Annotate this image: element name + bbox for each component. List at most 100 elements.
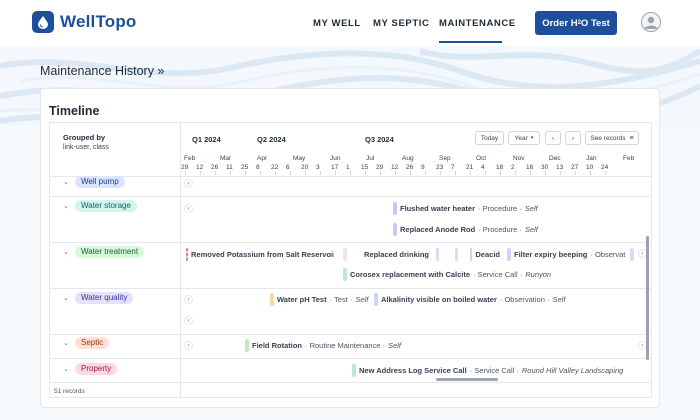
day-tick	[500, 171, 501, 175]
scroll-left-icon[interactable]: ‹	[184, 295, 193, 304]
event-title: Water pH Test	[277, 295, 327, 304]
event-item[interactable]: Filter expiry beeping · Observat	[507, 248, 627, 261]
day-label: 8	[256, 164, 260, 171]
group-pill: Septic	[75, 337, 110, 349]
group-water-treatment[interactable]: ⌄ Water treatment	[63, 246, 145, 258]
header-divider	[50, 176, 651, 177]
day-tick	[470, 171, 471, 175]
day-label: 3	[316, 164, 320, 171]
event-item[interactable]: Field Rotation · Routine Maintenance · S…	[245, 339, 401, 352]
day-label: 21	[466, 164, 474, 171]
event-title: Alkalinity visible on boiled water	[381, 295, 497, 304]
day-tick	[245, 171, 246, 175]
chevron-down-icon[interactable]: ⌄	[63, 295, 69, 302]
group-property[interactable]: ⌄ Property	[63, 363, 118, 375]
chevron-down-icon[interactable]: ⌄	[63, 249, 69, 256]
event-type: · Observation ·	[499, 295, 550, 304]
group-water-quality[interactable]: ⌄ Water quality	[63, 292, 134, 304]
event-item[interactable]: Corosex replacement with Calcite · Servi…	[343, 268, 551, 281]
day-tick	[455, 171, 456, 175]
group-column: Grouped by link-user, class 51 records	[50, 123, 181, 397]
day-tick	[335, 171, 336, 175]
vertical-scrollbar[interactable]	[646, 236, 649, 360]
chevron-down-icon[interactable]: ⌄	[63, 340, 69, 347]
event-who: Runyon	[525, 270, 552, 279]
event-item[interactable]: Flushed water heater · Procedure · Self	[393, 202, 538, 215]
range-select[interactable]: Year ▾	[508, 131, 540, 145]
group-water-storage[interactable]: ⌄ Water storage	[63, 200, 137, 212]
event-title: Removed Potassium from Salt Reservoir	[191, 250, 334, 259]
event-bar[interactable]	[436, 248, 439, 261]
group-well-pump[interactable]: ⌄ Well pump	[63, 176, 125, 188]
chevron-down-icon[interactable]: ⌄	[63, 179, 69, 186]
event-bar[interactable]	[455, 248, 458, 261]
day-label: 6	[286, 164, 290, 171]
event-bar	[186, 248, 188, 261]
nav-my-septic[interactable]: MY SEPTIC	[373, 18, 430, 29]
event-title: Field Rotation	[252, 341, 302, 350]
chevron-down-icon[interactable]: ⌄	[63, 366, 69, 373]
event-item[interactable]: Deacid	[470, 248, 500, 261]
event-item[interactable]: Water pH Test · Test · Self	[270, 293, 368, 306]
nav-maintenance[interactable]: MAINTENANCE	[439, 18, 516, 29]
event-bar[interactable]	[630, 248, 634, 261]
event-bar	[343, 268, 347, 281]
day-tick	[575, 171, 576, 175]
event-bar[interactable]	[343, 248, 347, 261]
event-item[interactable]: Removed Potassium from Salt Reservoir	[186, 248, 334, 261]
scroll-left-icon[interactable]: ‹	[184, 316, 193, 325]
month-label: Jan	[586, 155, 597, 162]
day-label: 26	[406, 164, 414, 171]
event-type: · Service Call ·	[473, 270, 523, 279]
day-label: 12	[196, 164, 204, 171]
month-label: Apr	[257, 155, 268, 162]
event-type: · Procedure ·	[478, 225, 522, 234]
brand-logo[interactable]: WellTopo	[32, 11, 137, 33]
day-tick	[365, 171, 366, 175]
user-avatar-icon[interactable]	[641, 12, 661, 32]
event-bar	[352, 364, 356, 377]
scroll-left-icon[interactable]: ‹	[184, 179, 193, 188]
next-button[interactable]: ›	[565, 131, 581, 145]
today-button[interactable]: Today	[475, 131, 504, 145]
event-title: Filter expiry beeping	[514, 250, 588, 259]
timeline-grid: Grouped by link-user, class 51 records	[49, 122, 652, 398]
group-septic[interactable]: ⌄ Septic	[63, 337, 110, 349]
quarter-label: Q2 2024	[257, 135, 286, 144]
chevron-down-icon[interactable]: ⌄	[63, 203, 69, 210]
event-who: Round Hill Valley Landscaping	[521, 366, 624, 375]
horizontal-scrollbar[interactable]	[436, 378, 498, 381]
today-label: Today	[480, 134, 499, 142]
next-label: ›	[571, 134, 575, 142]
event-bar	[393, 202, 397, 215]
day-tick	[440, 171, 441, 175]
day-label: 20	[301, 164, 309, 171]
day-tick	[545, 171, 546, 175]
prev-button[interactable]: ‹	[545, 131, 561, 145]
order-button-suffix: O Test	[580, 17, 610, 29]
month-label: Jul	[366, 155, 375, 162]
event-item[interactable]: New Address Log Service Call · Service C…	[352, 364, 623, 377]
day-label: 30	[541, 164, 549, 171]
scroll-left-icon[interactable]: ‹	[184, 341, 193, 350]
order-button-prefix: Order H	[542, 17, 578, 29]
event-item[interactable]: Alkalinity visible on boiled water · Obs…	[374, 293, 565, 306]
month-label: Feb	[184, 155, 196, 162]
month-label: Jun	[330, 155, 341, 162]
event-item[interactable]: Replaced drinking	[361, 248, 429, 261]
group-pill: Water quality	[75, 292, 134, 304]
row-divider	[50, 242, 651, 243]
water-drop-icon	[32, 11, 54, 33]
month-label: Feb	[623, 155, 635, 162]
day-label: 10	[586, 164, 594, 171]
day-label: 7	[451, 164, 455, 171]
page-title[interactable]: Maintenance History »	[40, 64, 165, 78]
event-item[interactable]: Replaced Anode Rod · Procedure · Self	[393, 223, 538, 236]
month-label: Aug	[402, 155, 414, 162]
event-type: · Procedure ·	[478, 204, 522, 213]
see-records-button[interactable]: See records ≡	[585, 131, 639, 145]
day-label: 15	[361, 164, 369, 171]
scroll-left-icon[interactable]: ‹	[184, 204, 193, 213]
nav-my-well[interactable]: MY WELL	[313, 18, 361, 29]
